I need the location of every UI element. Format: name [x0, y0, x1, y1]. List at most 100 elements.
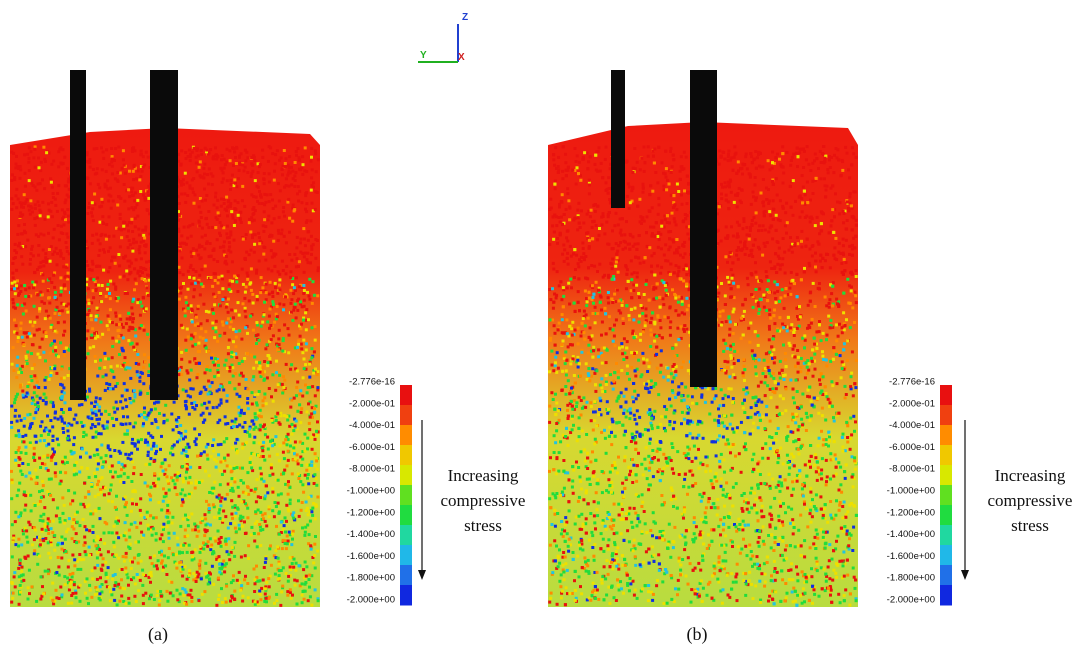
particle: [208, 577, 212, 581]
particle: [217, 555, 221, 559]
particle: [137, 248, 141, 252]
particle: [213, 279, 217, 282]
particle: [294, 568, 298, 572]
particle: [191, 335, 195, 339]
particle: [273, 264, 277, 268]
particle: [186, 371, 190, 375]
particle: [67, 422, 71, 426]
particle: [170, 412, 174, 416]
particle: [277, 562, 281, 566]
particle: [175, 475, 179, 479]
particle: [72, 527, 76, 531]
particle: [86, 160, 90, 164]
particle: [93, 494, 97, 498]
particle: [701, 586, 705, 590]
particle: [47, 377, 51, 381]
particle: [184, 348, 188, 352]
particle: [228, 279, 232, 283]
particle: [50, 215, 54, 219]
particle: [118, 245, 122, 249]
particle: [144, 228, 147, 232]
particle: [184, 151, 188, 154]
particle: [222, 440, 226, 444]
particle: [186, 518, 190, 522]
particle: [100, 197, 104, 201]
particle: [283, 542, 287, 545]
particle: [96, 453, 100, 457]
particle: [61, 148, 65, 152]
particle: [295, 369, 299, 373]
particle: [14, 408, 18, 412]
particle: [249, 230, 253, 234]
particle: [133, 206, 137, 210]
particle: [276, 182, 280, 186]
particle: [15, 187, 19, 191]
particle: [261, 446, 264, 450]
particle: [275, 305, 279, 308]
particle: [133, 444, 137, 448]
particle: [15, 284, 18, 288]
particle: [32, 156, 36, 160]
particle: [304, 342, 308, 346]
particle: [283, 323, 287, 327]
particle: [232, 224, 236, 227]
particle: [22, 424, 26, 428]
particle: [303, 432, 307, 436]
particle: [222, 157, 226, 161]
particle: [116, 203, 120, 207]
particle: [13, 176, 17, 180]
particle: [205, 499, 208, 503]
particle: [154, 516, 158, 520]
particle: [202, 302, 206, 306]
particle: [86, 329, 90, 333]
particle: [307, 402, 310, 406]
particle: [91, 219, 95, 223]
particle: [64, 346, 68, 350]
particle: [247, 221, 251, 225]
particle: [177, 153, 181, 157]
particle: [213, 375, 217, 379]
particle: [144, 279, 148, 283]
particle: [146, 484, 150, 488]
particle: [10, 523, 14, 527]
particle: [232, 574, 235, 578]
particle: [298, 167, 302, 171]
particle: [49, 527, 53, 531]
particle: [92, 278, 96, 282]
particle: [61, 161, 65, 165]
particle: [171, 428, 175, 432]
particle: [252, 366, 256, 370]
particle: [152, 481, 156, 485]
particle: [15, 268, 19, 272]
particle: [748, 175, 752, 179]
particle: [26, 385, 30, 388]
particle: [295, 427, 299, 431]
particle: [105, 382, 109, 386]
particle: [182, 182, 185, 186]
particle: [142, 328, 146, 332]
particle: [198, 174, 202, 178]
particle: [278, 189, 282, 193]
particle: [238, 517, 242, 521]
particle: [303, 530, 307, 534]
particle: [263, 218, 267, 222]
particle: [51, 531, 55, 535]
particle: [216, 281, 220, 285]
particle: [187, 445, 191, 449]
particle: [112, 540, 116, 544]
particle: [264, 555, 268, 559]
particle: [44, 426, 48, 430]
particle: [51, 425, 55, 429]
particle: [166, 515, 170, 519]
particle: [148, 498, 152, 502]
particle: [51, 434, 55, 438]
particle: [244, 159, 248, 163]
particle: [298, 189, 302, 193]
particle: [181, 587, 185, 591]
particle: [186, 225, 190, 229]
particle: [315, 434, 319, 438]
particle: [246, 582, 250, 585]
particle: [222, 244, 226, 248]
particle: [244, 326, 248, 330]
particle: [226, 453, 230, 457]
